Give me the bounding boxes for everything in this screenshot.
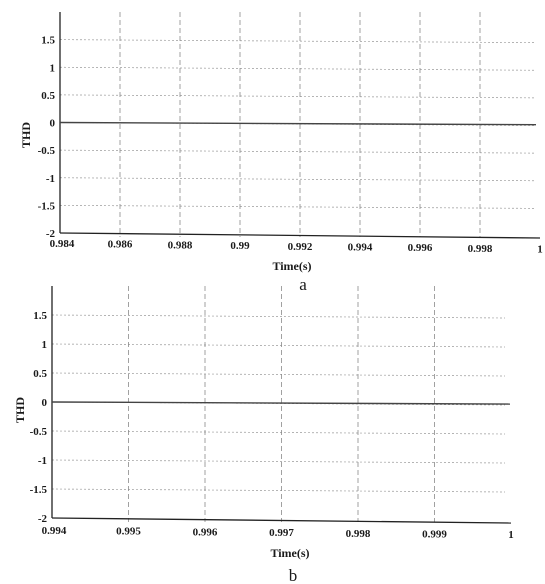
panel-label: b <box>289 566 298 584</box>
y-tick-label: -2 <box>38 513 48 525</box>
y-tick-label: 1 <box>50 62 56 74</box>
x-axis <box>51 517 512 524</box>
y-tick-label: -0.5 <box>38 145 56 157</box>
x-tick-label: 0.994 <box>42 525 67 537</box>
y-gridline <box>51 459 506 464</box>
y-gridline <box>59 205 535 209</box>
x-tick-label: 0.988 <box>168 239 193 251</box>
y-gridline <box>59 177 535 182</box>
x-tick-label: 0.992 <box>288 241 313 253</box>
y-tick-label: 0 <box>42 397 48 409</box>
y-gridline <box>59 66 535 71</box>
series-line <box>59 121 537 126</box>
x-axis <box>59 232 541 239</box>
x-tick-label: 0.998 <box>468 243 493 255</box>
x-tick-label: 1 <box>537 244 543 256</box>
x-tick-label: 0.986 <box>108 239 133 251</box>
y-tick-label: 1 <box>42 339 48 351</box>
y-axis-label: THD <box>19 122 33 148</box>
y-tick-label: -1.5 <box>30 484 48 496</box>
x-tick-label: 0.996 <box>193 526 218 538</box>
y-tick-label: -1 <box>46 173 55 185</box>
y-tick-label: -0.5 <box>30 426 48 438</box>
x-tick-label: 0.995 <box>116 526 141 538</box>
x-tick-label: 0.984 <box>50 238 75 250</box>
y-gridline <box>59 149 535 154</box>
x-tick-label: 0.994 <box>348 242 373 254</box>
series-line <box>51 401 511 405</box>
x-tick-label: 0.996 <box>408 242 433 254</box>
y-gridline <box>51 401 506 406</box>
x-tick-label: 1 <box>508 529 514 541</box>
x-tick-label: 0.99 <box>230 240 250 252</box>
y-gridline <box>51 488 506 493</box>
panel-label: a <box>299 275 307 294</box>
y-tick-label: 1.5 <box>33 310 47 322</box>
y-gridline <box>59 94 535 99</box>
chart-panel-b: -2 -1.5 -1 -0.5 0 0.5 1 1.5 0.994 0.995 0.996 0.997… <box>13 286 514 584</box>
y-gridline <box>59 39 535 43</box>
y-gridline <box>51 343 506 348</box>
y-gridline <box>51 430 506 435</box>
y-gridline <box>51 314 506 319</box>
x-tick-label: 0.999 <box>422 529 447 541</box>
y-tick-label: 0.5 <box>41 90 55 102</box>
y-tick-label: 1.5 <box>41 35 55 47</box>
y-tick-label: 0.5 <box>33 368 47 380</box>
chart-panel-a: -2 -1.5 -1 -0.5 0 0.5 1 1.5 0.984 0.986 0.988 0.99 0… <box>19 12 543 294</box>
y-axis-label: THD <box>13 397 27 423</box>
y-gridline <box>51 372 506 377</box>
x-tick-label: 0.997 <box>269 527 294 539</box>
y-tick-label: -2 <box>46 228 56 240</box>
x-axis-label: Time(s) <box>270 546 309 560</box>
x-axis-label: Time(s) <box>272 259 311 273</box>
y-tick-label: -1.5 <box>38 200 56 212</box>
y-tick-label: -1 <box>38 455 47 467</box>
x-tick-label: 0.998 <box>346 528 371 540</box>
y-tick-label: 0 <box>50 118 56 130</box>
